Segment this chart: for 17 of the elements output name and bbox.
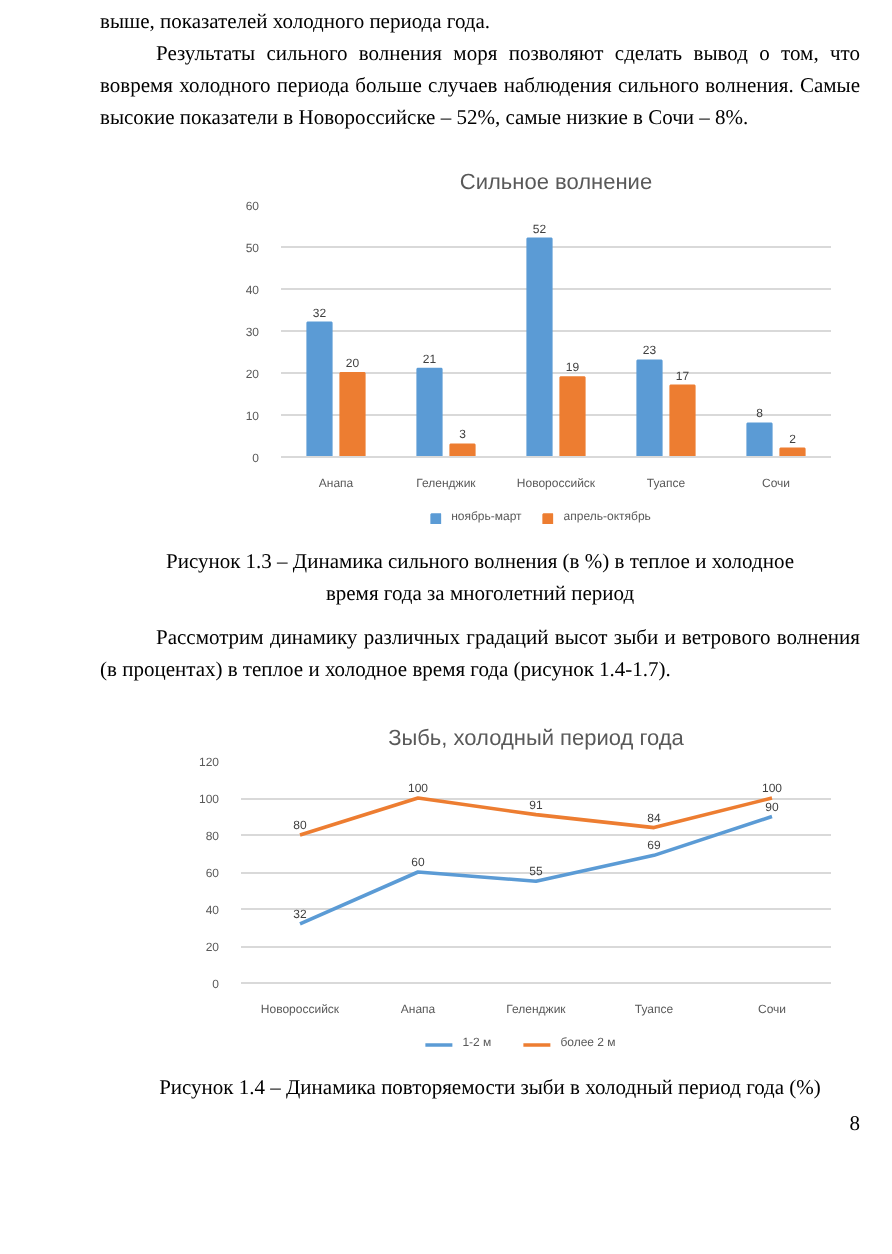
text: Рассмотрим динамику различных градаций высот зыби и ветрового волнения (в процентах) в теплое и холодное время года (рисунок 1.4-1.7). bbox=[100, 626, 860, 686]
bar bbox=[416, 367, 443, 457]
bar bbox=[339, 372, 366, 457]
bar bbox=[306, 321, 333, 457]
bar bbox=[449, 443, 476, 457]
text: Рисунок 1.3 – Динамика сильного волнения (в %) в теплое и холодное время года за многолетний период bbox=[163, 550, 796, 610]
text: Результаты сильного волнения моря позволяют сделать вывод о том, что вовремя холодного периода больше случаев наблюдения сильного волнения. Самые высокие показатели в Новороссийске – 52%, самые низкие в Сочи – 8%. bbox=[100, 42, 860, 133]
chart-title: Сильное волнение bbox=[459, 171, 653, 195]
bar bbox=[636, 359, 663, 457]
text: 8 bbox=[847, 1112, 860, 1140]
text: Рисунок 1.4 – Динамика повторяемости зыби в холодный период года (%) bbox=[157, 1076, 823, 1104]
chart-title: Зыбь, холодный период года bbox=[388, 727, 686, 751]
bar bbox=[746, 422, 773, 457]
bar bbox=[526, 237, 553, 457]
bar bbox=[559, 376, 586, 457]
text: выше, показателей холодного периода года. bbox=[100, 10, 493, 38]
bar bbox=[669, 384, 696, 457]
